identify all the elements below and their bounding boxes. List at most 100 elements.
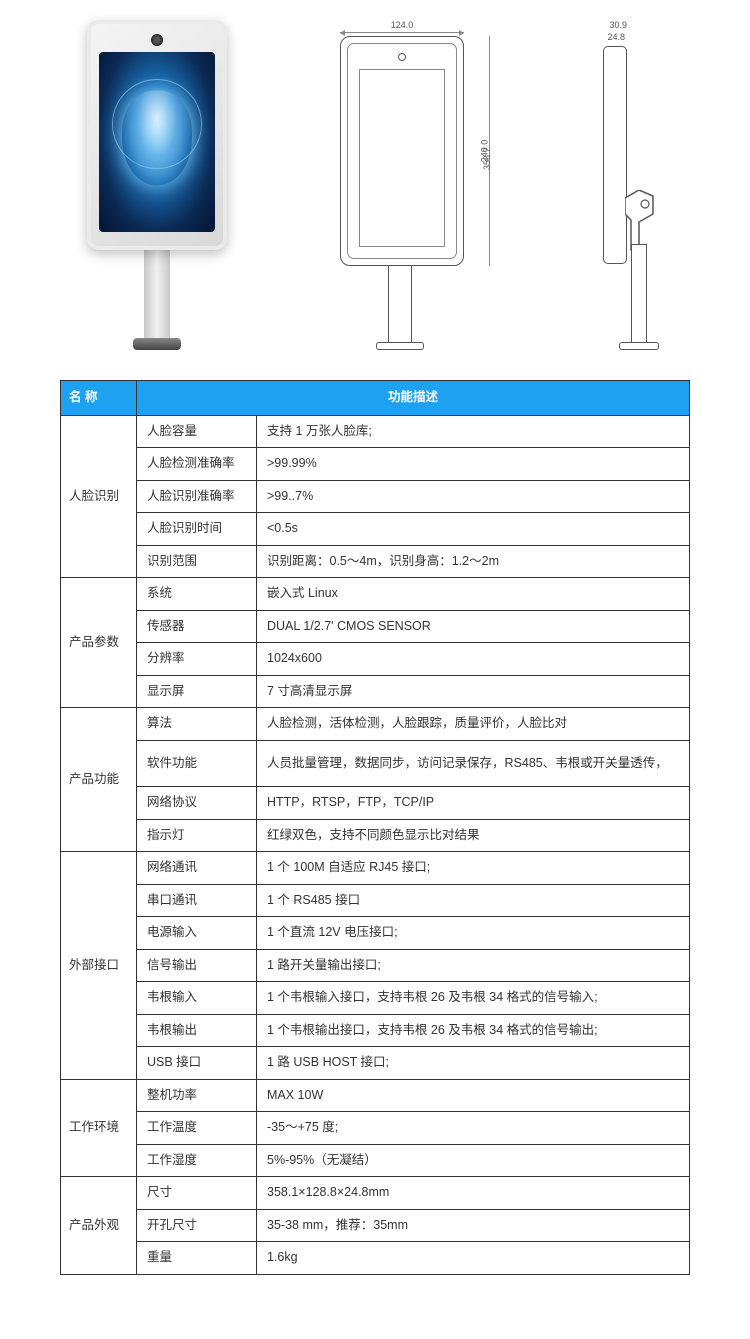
value-cell: 支持 1 万张人脸库; xyxy=(257,415,690,448)
device-body xyxy=(87,20,227,250)
subcategory-cell: 韦根输出 xyxy=(137,1014,257,1047)
side-bracket-outline xyxy=(625,190,659,250)
spec-table: 名 称 功能描述 人脸识别人脸容量支持 1 万张人脸库;人脸检测准确率>99.9… xyxy=(60,380,690,1275)
value-cell: HTTP，RTSP，FTP，TCP/IP xyxy=(257,787,690,820)
device-stem xyxy=(144,250,170,340)
side-stem-outline xyxy=(631,244,647,344)
table-row: 产品功能算法人脸检测，活体检测，人脸跟踪，质量评价，人脸比对 xyxy=(61,708,690,741)
subcategory-cell: 工作湿度 xyxy=(137,1144,257,1177)
subcategory-cell: 韦根输入 xyxy=(137,982,257,1015)
value-cell: 1 路开关量输出接口; xyxy=(257,949,690,982)
value-cell: 识别距离：0.5～4m，识别身高：1.2～2m xyxy=(257,545,690,578)
value-cell: 5%-95%（无凝结） xyxy=(257,1144,690,1177)
subcategory-cell: 电源输入 xyxy=(137,917,257,950)
dimension-depth: 30.9 xyxy=(597,20,639,30)
stem-outline xyxy=(388,266,412,344)
value-cell: MAX 10W xyxy=(257,1079,690,1112)
table-row: 串口通讯1 个 RS485 接口 xyxy=(61,884,690,917)
table-row: 软件功能人员批量管理，数据同步，访问记录保存，RS485、韦根或开关量透传， xyxy=(61,740,690,787)
value-cell: 1 个韦根输入接口，支持韦根 26 及韦根 34 格式的信号输入; xyxy=(257,982,690,1015)
category-cell: 产品参数 xyxy=(61,578,137,708)
subcategory-cell: 人脸识别准确率 xyxy=(137,480,257,513)
side-body-outline xyxy=(603,46,627,264)
device-base xyxy=(133,338,181,350)
value-cell: 红绿双色，支持不同颜色显示比对结果 xyxy=(257,819,690,852)
subcategory-cell: 软件功能 xyxy=(137,740,257,787)
value-cell: 358.1×128.8×24.8mm xyxy=(257,1177,690,1210)
table-row: 网络协议HTTP，RTSP，FTP，TCP/IP xyxy=(61,787,690,820)
table-row: 人脸识别准确率>99..7% xyxy=(61,480,690,513)
subcategory-cell: 传感器 xyxy=(137,610,257,643)
category-cell: 人脸识别 xyxy=(61,415,137,578)
table-row: 分辨率1024x600 xyxy=(61,643,690,676)
table-row: 开孔尺寸35-38 mm，推荐：35mm xyxy=(61,1209,690,1242)
value-cell: 1 个 100M 自适应 RJ45 接口; xyxy=(257,852,690,885)
table-row: 重量1.6kg xyxy=(61,1242,690,1275)
subcategory-cell: 人脸检测准确率 xyxy=(137,448,257,481)
table-row: 信号输出1 路开关量输出接口; xyxy=(61,949,690,982)
subcategory-cell: 重量 xyxy=(137,1242,257,1275)
value-cell: 1024x600 xyxy=(257,643,690,676)
header-name: 名 称 xyxy=(61,381,137,416)
subcategory-cell: 信号输出 xyxy=(137,949,257,982)
table-row: 工作湿度5%-95%（无凝结） xyxy=(61,1144,690,1177)
value-cell: 人脸检测，活体检测，人脸跟踪，质量评价，人脸比对 xyxy=(257,708,690,741)
value-cell: >99.99% xyxy=(257,448,690,481)
table-row: 电源输入1 个直流 12V 电压接口; xyxy=(61,917,690,950)
table-row: 人脸检测准确率>99.99% xyxy=(61,448,690,481)
table-row: 韦根输入1 个韦根输入接口，支持韦根 26 及韦根 34 格式的信号输入; xyxy=(61,982,690,1015)
subcategory-cell: USB 接口 xyxy=(137,1047,257,1080)
table-row: 产品外观尺寸358.1×128.8×24.8mm xyxy=(61,1177,690,1210)
subcategory-cell: 串口通讯 xyxy=(137,884,257,917)
value-cell: 7 寸高清显示屏 xyxy=(257,675,690,708)
table-row: 人脸识别人脸容量支持 1 万张人脸库; xyxy=(61,415,690,448)
base-outline xyxy=(376,342,424,350)
subcategory-cell: 识别范围 xyxy=(137,545,257,578)
table-row: USB 接口1 路 USB HOST 接口; xyxy=(61,1047,690,1080)
value-cell: 1 路 USB HOST 接口; xyxy=(257,1047,690,1080)
device-render-view xyxy=(77,20,237,350)
value-cell: 1 个韦根输出接口，支持韦根 26 及韦根 34 格式的信号输出; xyxy=(257,1014,690,1047)
subcategory-cell: 人脸识别时间 xyxy=(137,513,257,546)
dimension-overall-height-value: 356.7 xyxy=(482,147,492,170)
value-cell: >99..7% xyxy=(257,480,690,513)
front-outline xyxy=(340,36,464,266)
value-cell: <0.5s xyxy=(257,513,690,546)
screen-outline xyxy=(359,69,445,247)
subcategory-cell: 指示灯 xyxy=(137,819,257,852)
technical-drawing-side: 30.9 24.8 xyxy=(563,20,673,360)
table-row: 韦根输出1 个韦根输出接口，支持韦根 26 及韦根 34 格式的信号输出; xyxy=(61,1014,690,1047)
category-cell: 外部接口 xyxy=(61,852,137,1080)
table-row: 指示灯红绿双色，支持不同颜色显示比对结果 xyxy=(61,819,690,852)
dimension-body-depth-value: 24.8 xyxy=(608,32,626,42)
category-cell: 工作环境 xyxy=(61,1079,137,1177)
table-row: 显示屏7 寸高清显示屏 xyxy=(61,675,690,708)
table-row: 工作环境整机功率MAX 10W xyxy=(61,1079,690,1112)
device-screen xyxy=(99,52,215,232)
dimension-width-value: 124.0 xyxy=(391,20,414,30)
table-row: 产品参数系统嵌入式 Linux xyxy=(61,578,690,611)
table-row: 外部接口网络通讯1 个 100M 自适应 RJ45 接口; xyxy=(61,852,690,885)
header-desc: 功能描述 xyxy=(137,381,690,416)
technical-drawing-front: 124.0 240.0 356.7 xyxy=(310,20,490,360)
camera-outline-icon xyxy=(398,53,406,61)
table-header-row: 名 称 功能描述 xyxy=(61,381,690,416)
face-icon xyxy=(122,91,192,186)
subcategory-cell: 网络协议 xyxy=(137,787,257,820)
value-cell: 1 个直流 12V 电压接口; xyxy=(257,917,690,950)
value-cell: DUAL 1/2.7' CMOS SENSOR xyxy=(257,610,690,643)
subcategory-cell: 算法 xyxy=(137,708,257,741)
dimension-body-depth: 24.8 xyxy=(601,32,631,42)
subcategory-cell: 整机功率 xyxy=(137,1079,257,1112)
subcategory-cell: 人脸容量 xyxy=(137,415,257,448)
value-cell: 1 个 RS485 接口 xyxy=(257,884,690,917)
table-row: 人脸识别时间<0.5s xyxy=(61,513,690,546)
value-cell: 1.6kg xyxy=(257,1242,690,1275)
subcategory-cell: 开孔尺寸 xyxy=(137,1209,257,1242)
table-row: 识别范围识别距离：0.5～4m，识别身高：1.2～2m xyxy=(61,545,690,578)
spec-table-wrapper: 名 称 功能描述 人脸识别人脸容量支持 1 万张人脸库;人脸检测准确率>99.9… xyxy=(0,380,750,1315)
subcategory-cell: 分辨率 xyxy=(137,643,257,676)
dimension-width: 124.0 xyxy=(340,20,464,33)
subcategory-cell: 显示屏 xyxy=(137,675,257,708)
dimension-depth-value: 30.9 xyxy=(610,20,628,30)
